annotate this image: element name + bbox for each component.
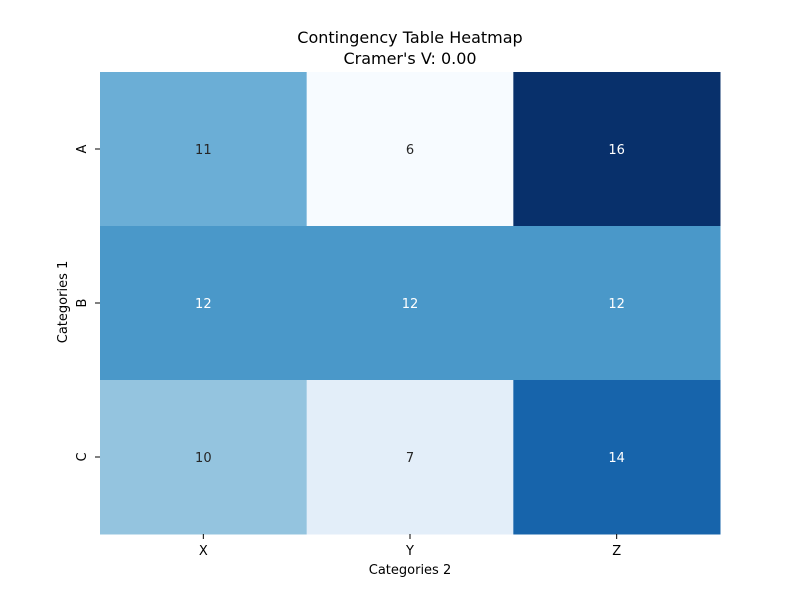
y-tick-label: C bbox=[75, 452, 90, 461]
heatmap-cell-A-X bbox=[100, 72, 308, 227]
y-axis-ticks: A B C bbox=[75, 144, 100, 462]
y-axis-label: Categories 1 bbox=[56, 261, 71, 343]
y-tick-label: A bbox=[75, 144, 90, 153]
heatmap-cell-C-Z bbox=[513, 380, 721, 535]
heatmap-cell-A-Z bbox=[513, 72, 721, 227]
x-tick-label: Z bbox=[612, 544, 621, 559]
cell-value-label: 14 bbox=[608, 451, 625, 466]
x-tick-label: Y bbox=[405, 544, 414, 559]
cell-value-label: 12 bbox=[195, 297, 212, 312]
x-tick-label: X bbox=[199, 544, 208, 559]
cell-value-label: 11 bbox=[195, 143, 212, 158]
chart-subtitle: Cramer's V: 0.00 bbox=[343, 49, 476, 68]
heatmap-cells: 11 6 16 12 12 12 10 7 14 bbox=[100, 72, 721, 535]
cell-value-label: 16 bbox=[608, 143, 625, 158]
cell-value-label: 6 bbox=[406, 143, 414, 158]
x-axis-label: Categories 2 bbox=[369, 563, 451, 578]
cell-value-label: 12 bbox=[608, 297, 625, 312]
heatmap-cell-C-X bbox=[100, 380, 308, 535]
heatmap-cell-B-X bbox=[100, 226, 308, 381]
y-tick-label: B bbox=[75, 299, 90, 308]
cell-value-label: 10 bbox=[195, 451, 212, 466]
heatmap-cell-A-Y bbox=[306, 72, 514, 227]
heatmap-cell-B-Y bbox=[306, 226, 514, 381]
heatmap-cell-C-Y bbox=[306, 380, 514, 535]
heatmap-cell-B-Z bbox=[513, 226, 721, 381]
x-axis-ticks: X Y Z bbox=[199, 534, 621, 559]
cell-value-label: 12 bbox=[402, 297, 419, 312]
chart-title: Contingency Table Heatmap bbox=[297, 28, 522, 47]
cell-value-label: 7 bbox=[406, 451, 414, 466]
